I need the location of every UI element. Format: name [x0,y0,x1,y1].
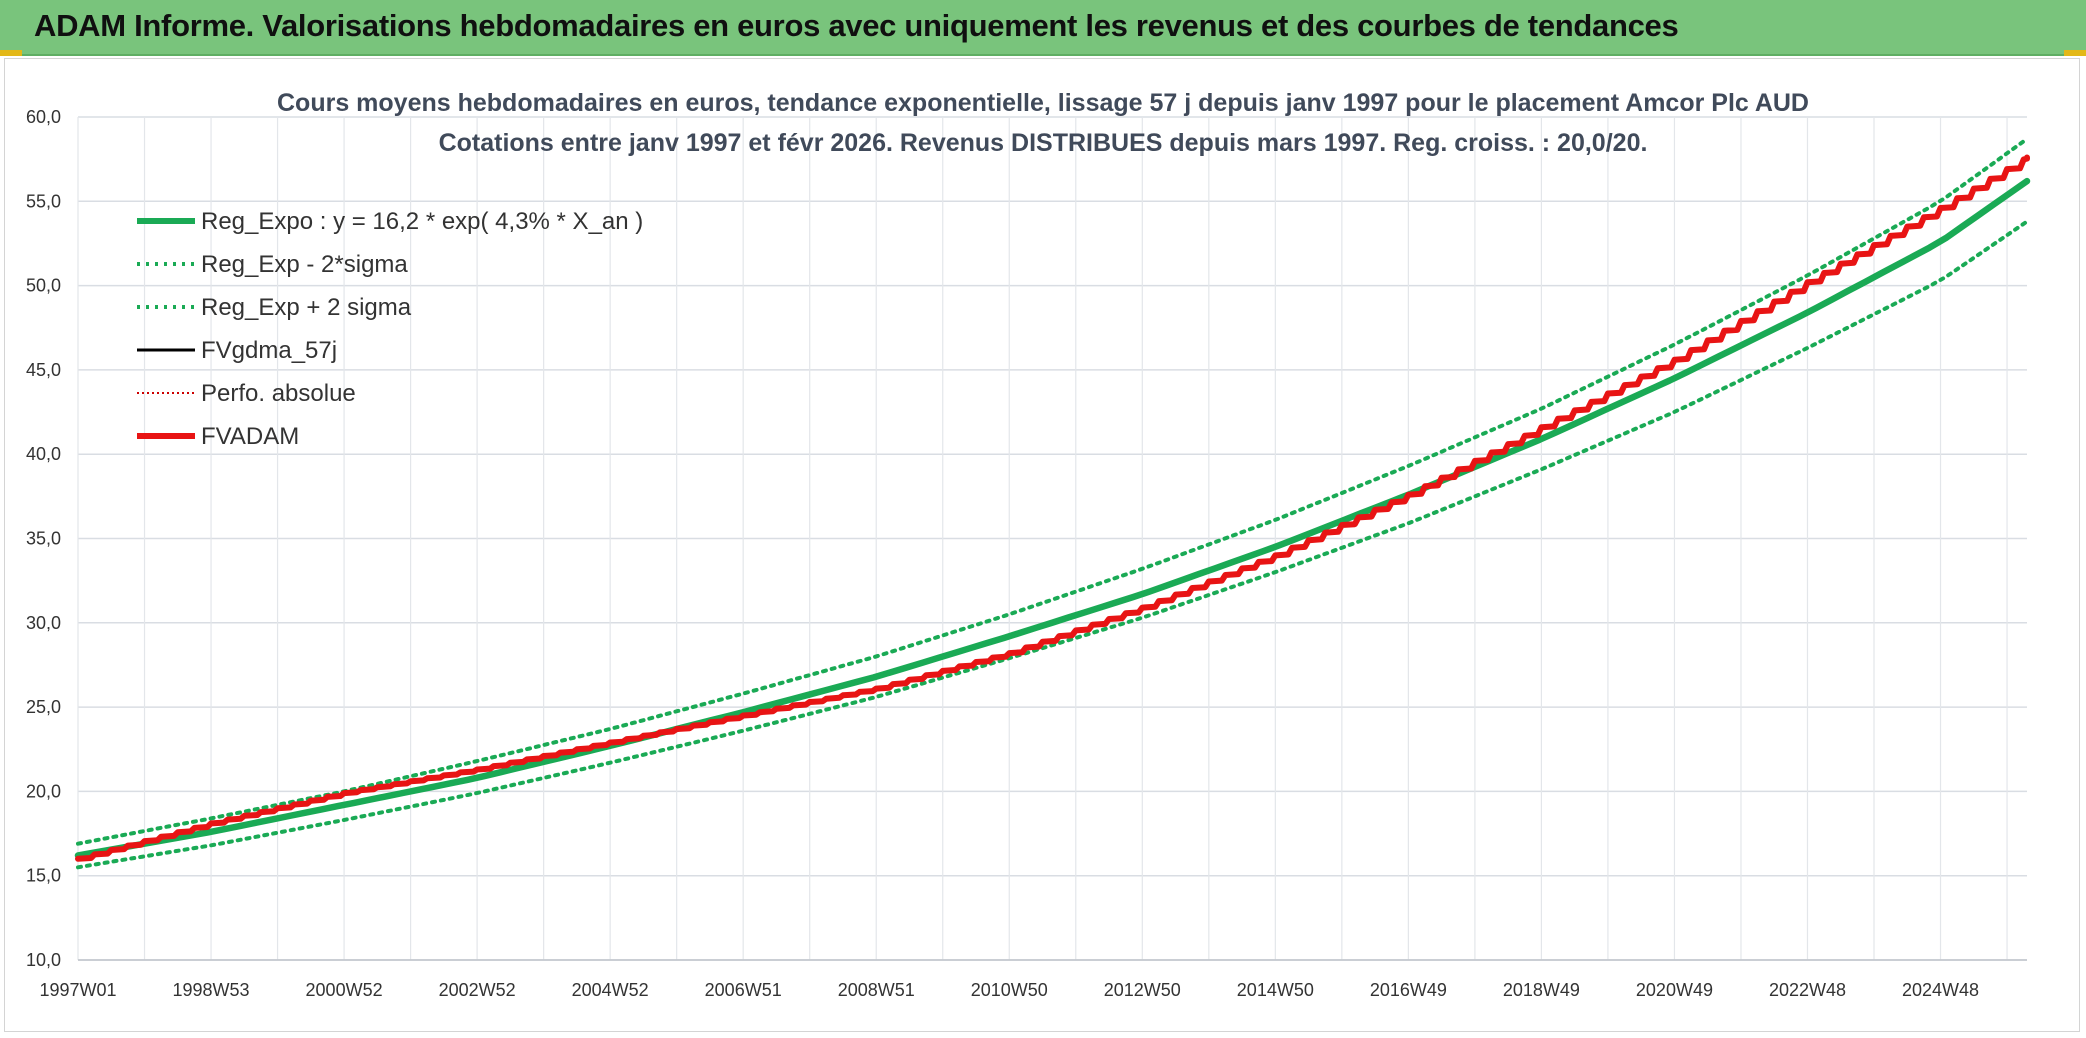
chart-legend: Reg_Expo : y = 16,2 * exp( 4,3% * X_an )… [137,208,643,450]
chart-frame [4,58,2080,1032]
x-tick-label: 2002W52 [439,980,516,1000]
x-tick-label: 2014W50 [1237,980,1314,1000]
y-tick-label: 45,0 [26,360,61,380]
y-tick-label: 10,0 [26,950,61,970]
series-line [76,136,2029,846]
chart-subtitle: Cotations entre janv 1997 et févr 2026. … [439,129,1648,157]
legend-label: Reg_Exp - 2*sigma [201,251,408,278]
series-line [75,154,2030,862]
series-lines [74,136,2031,870]
series-line [74,177,2031,859]
x-tick-label: 1998W53 [173,980,250,1000]
x-tick-label: 2022W48 [1769,980,1846,1000]
y-tick-label: 15,0 [26,866,61,886]
legend-label: Reg_Expo : y = 16,2 * exp( 4,3% * X_an ) [201,208,643,235]
x-tick-label: 2018W49 [1503,980,1580,1000]
header-bar: ADAM Informe. Valorisations hebdomadaire… [0,0,2086,56]
y-tick-label: 60,0 [26,107,61,127]
x-tick-label: 2020W49 [1636,980,1713,1000]
legend-label: Reg_Exp + 2 sigma [201,294,412,321]
x-tick-label: 2016W49 [1370,980,1447,1000]
page-title: ADAM Informe. Valorisations hebdomadaire… [34,8,1679,43]
x-tick-label: 2006W51 [705,980,782,1000]
y-axis-ticks: 10,0 15,0 20,0 25,0 30,0 35,0 40,0 45,0 50,0 55,0… [26,107,61,970]
legend-label: FVADAM [201,423,299,450]
x-tick-label: 1997W01 [39,980,116,1000]
y-tick-label: 50,0 [26,276,61,296]
x-tick-label: 2012W50 [1104,980,1181,1000]
y-tick-label: 30,0 [26,613,61,633]
y-tick-label: 25,0 [26,697,61,717]
corner-mark-right [2064,50,2086,56]
y-tick-label: 35,0 [26,529,61,549]
y-tick-label: 20,0 [26,781,61,801]
y-tick-label: 40,0 [26,444,61,464]
corner-mark-left [0,50,22,56]
x-tick-label: 2024W48 [1902,980,1979,1000]
legend-label: Perfo. absolue [201,380,356,407]
legend-label: FVgdma_57j [201,337,337,364]
y-tick-label: 55,0 [26,191,61,211]
x-tick-label: 2004W52 [572,980,649,1000]
x-tick-label: 2008W51 [838,980,915,1000]
x-axis-ticks: 1997W01 1998W53 2000W52 2002W52 2004W52 2006W… [39,980,1979,1000]
x-tick-label: 2010W50 [971,980,1048,1000]
series-line [76,219,2029,870]
x-tick-label: 2000W52 [306,980,383,1000]
chart-title: Cours moyens hebdomadaires en euros, ten… [277,89,1809,117]
grid-lines [77,116,2027,961]
